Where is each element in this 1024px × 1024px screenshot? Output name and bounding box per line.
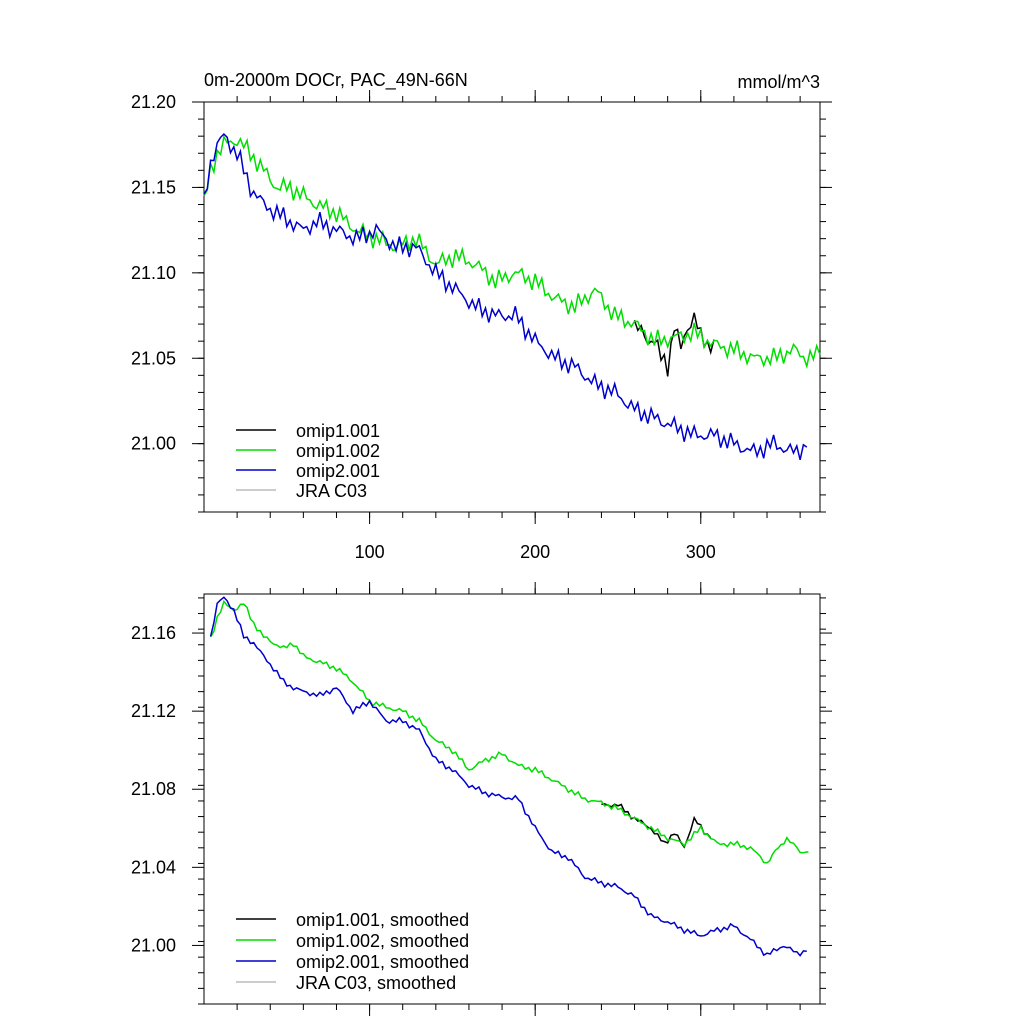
top-panel-title: 0m-2000m DOCr, PAC_49N-66N: [204, 70, 468, 91]
top-panel-units: mmol/m^3: [738, 72, 820, 92]
y-tick-label: 21.00: [131, 434, 176, 454]
series-line-omip1-001: [633, 312, 715, 377]
legend-label: omip2.001, smoothed: [296, 952, 469, 972]
series-line-omip1-001-smoothed: [601, 803, 712, 849]
x-tick-label: 100: [355, 542, 385, 562]
bottom-x-axis: [236, 582, 801, 1016]
y-tick-label: 21.05: [131, 348, 176, 368]
series-line-omip2-001: [203, 132, 808, 460]
series-line-omip1-002: [203, 134, 821, 370]
legend-label: omip2.001: [296, 461, 380, 481]
bottom-series-lines: [209, 596, 809, 957]
y-tick-label: 21.10: [131, 263, 176, 283]
x-tick-label: 300: [686, 542, 716, 562]
bottom-y-axis: 21.00 21.04 21.08 21.12 21.16: [131, 597, 832, 1005]
legend-label: omip1.001: [296, 421, 380, 441]
series-line-omip1-002-smoothed: [209, 599, 809, 864]
legend-label: omip1.002, smoothed: [296, 931, 469, 951]
y-tick-label: 21.15: [131, 177, 176, 197]
top-series-lines: [203, 132, 821, 460]
series-line-omip2-001-smoothed: [209, 596, 807, 957]
legend-label: JRA C03: [296, 481, 367, 501]
y-tick-label: 21.00: [131, 935, 176, 955]
y-tick-label: 21.16: [131, 623, 176, 643]
top-x-axis: 100 200 300: [236, 90, 801, 562]
top-y-axis: 21.00 21.05 21.10 21.15 21.20: [131, 92, 832, 513]
legend-label: omip1.001, smoothed: [296, 910, 469, 930]
y-tick-label: 21.20: [131, 92, 176, 112]
x-tick-label: 200: [520, 542, 550, 562]
top-panel: 0m-2000m DOCr, PAC_49N-66N mmol/m^3 21.0…: [131, 70, 832, 562]
bottom-plot-frame: [203, 593, 821, 1005]
y-tick-label: 21.04: [131, 857, 176, 877]
legend-label: omip1.002: [296, 441, 380, 461]
bottom-panel: 21.00 21.04 21.08 21.12 21.16 omip1.001, smo…: [131, 582, 832, 1016]
y-tick-label: 21.12: [131, 701, 176, 721]
y-tick-label: 21.08: [131, 779, 176, 799]
legend-label: JRA C03, smoothed: [296, 973, 456, 993]
